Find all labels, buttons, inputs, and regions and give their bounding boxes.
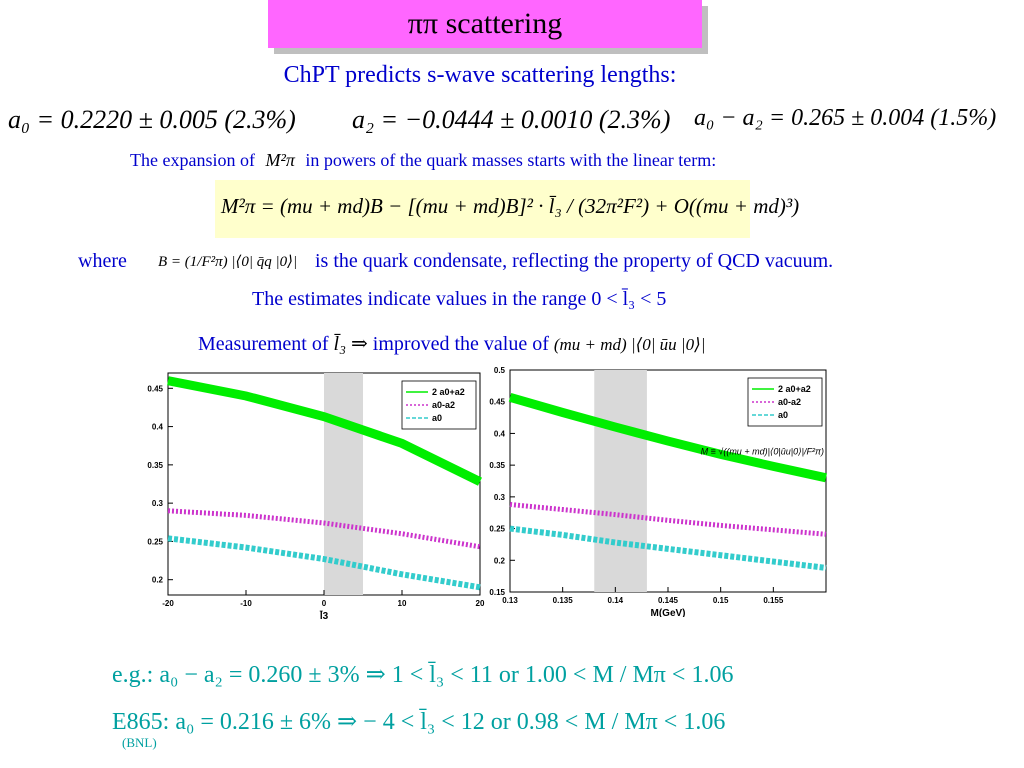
chart-left: -20 -10 0 10 20 0.2 0.25 0.3 0.35 0.4 0.45 2 a0+a2 a… [140, 368, 490, 623]
x-tick-label: -10 [240, 599, 252, 608]
expansion-pre: The expansion of [130, 150, 255, 170]
y-tick-label: 0.35 [147, 461, 163, 470]
x-tick-label: 0.13 [502, 596, 518, 605]
y-tick-label: 0.15 [489, 588, 505, 597]
y-tick-label: 0.25 [147, 537, 163, 546]
x-tick-label: 0.155 [763, 596, 784, 605]
condensate-text: is the quark condensate, reflecting the … [315, 250, 834, 272]
equation-a0: a₀ = 0.2220 ± 0.005 (2.3%) [8, 105, 296, 134]
legend-label: 2 a0+a2 [778, 384, 811, 394]
series-line-2 [509, 501, 827, 537]
measurement-formula: (mu + md) |⟨0| ūu |0⟩| [553, 335, 706, 354]
x-tick-label: -20 [162, 599, 174, 608]
slide-title: ππ scattering [268, 0, 702, 48]
x-tick-label: 0 [322, 599, 327, 608]
series-line-3 [509, 525, 827, 571]
x-tick-label: 0.145 [658, 596, 679, 605]
x-axis-label: l̄3 [319, 610, 328, 622]
expansion-symbol: M²π [265, 150, 295, 170]
x-tick-label: 0.135 [553, 596, 574, 605]
x-tick-label: 0.14 [608, 596, 624, 605]
expansion-line: The expansion of M²π in powers of the qu… [130, 150, 716, 171]
title-text: ππ scattering [407, 7, 563, 40]
measurement-symbol: l̄₃ ⇒ [333, 333, 368, 355]
series-line-1 [508, 392, 827, 483]
legend-label: 2 a0+a2 [432, 387, 465, 397]
expansion-post: in powers of the quark masses starts wit… [305, 150, 717, 170]
y-tick-label: 0.2 [494, 556, 506, 565]
b-definition: B = (1/F²π) |⟨0| q̄q |0⟩| [158, 254, 298, 270]
equation-a0-minus-a2: a₀ − a₂ = 0.265 ± 0.004 (1.5%) [694, 105, 997, 131]
series-line-1 [167, 376, 482, 486]
eg-line: e.g.: a₀ − a₂ = 0.260 ± 3% ⇒ 1 < l̄₃ < 1… [112, 662, 734, 688]
legend-label: a0-a2 [432, 400, 455, 410]
estimates-text: The estimates indicate values in the ran… [252, 288, 667, 310]
measurement-line: Measurement of l̄₃ ⇒ improved the value … [198, 331, 705, 356]
chart-right: 0.13 0.135 0.14 0.145 0.15 0.155 0.15 0.2 0.25 0.… [478, 365, 830, 619]
mass-expansion-formula: M²π = (mu + md)B − [(mu + md)B]² · l̄₃ /… [221, 194, 800, 218]
y-tick-label: 0.3 [152, 499, 164, 508]
chart-left-svg: -20 -10 0 10 20 0.2 0.25 0.3 0.35 0.4 0.45 2 a0+a2 a… [147, 372, 485, 622]
x-axis-label: M(GeV) [651, 608, 686, 617]
x-tick-label: 10 [398, 599, 407, 608]
y-tick-label: 0.4 [494, 429, 506, 438]
y-tick-label: 0.2 [152, 576, 164, 585]
legend-label: a0 [778, 410, 788, 420]
y-tick-label: 0.4 [152, 423, 164, 432]
y-tick-label: 0.3 [494, 493, 506, 502]
equation-a2: a₂ = −0.0444 ± 0.0010 (2.3%) [352, 105, 671, 134]
chart-annotation: M ≡ √((mu + md)|⟨0|ūu|0⟩|/F²π) [701, 446, 824, 456]
y-tick-label: 0.5 [494, 366, 506, 375]
x-tick-label: 20 [476, 599, 485, 608]
measurement-post: improved the value of [372, 333, 549, 355]
where-label: where [78, 250, 127, 272]
bnl-label: (BNL) [122, 735, 157, 750]
subtitle: ChPT predicts s-wave scattering lengths: [283, 62, 677, 88]
measurement-pre: Measurement of [198, 333, 329, 355]
series-line-2 [167, 508, 481, 550]
e865-line: E865: a₀ = 0.216 ± 6% ⇒ − 4 < l̄₃ < 12 o… [112, 709, 726, 735]
y-tick-label: 0.45 [147, 384, 163, 393]
y-tick-label: 0.45 [489, 398, 505, 407]
formula-box: M²π = (mu + md)B − [(mu + md)B]² · l̄₃ /… [215, 180, 799, 238]
legend-label: a0 [432, 413, 442, 423]
y-tick-label: 0.25 [489, 525, 505, 534]
chart-right-svg: 0.13 0.135 0.14 0.145 0.15 0.155 0.15 0.2 0.25 0.… [489, 366, 827, 619]
y-tick-label: 0.35 [489, 461, 505, 470]
legend-label: a0-a2 [778, 397, 801, 407]
series-line-3 [167, 535, 481, 591]
x-tick-label: 0.15 [713, 596, 729, 605]
shaded-band [594, 370, 647, 592]
